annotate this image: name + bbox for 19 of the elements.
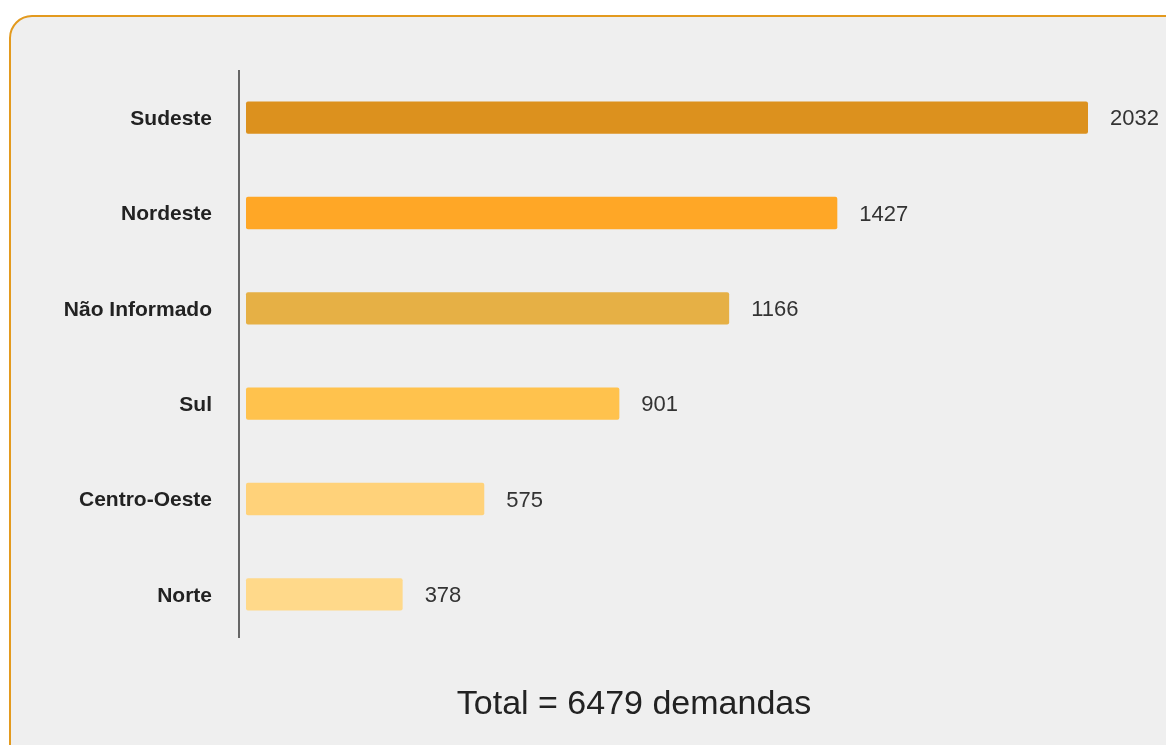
bar [246, 387, 620, 420]
data-label: 1427 [859, 200, 909, 226]
data-label: 575 [506, 486, 543, 512]
y-tick-label: Sul [179, 392, 212, 416]
y-tick-label: Centro-Oeste [78, 487, 212, 511]
bar [246, 578, 403, 611]
data-label: 2032 [1110, 105, 1159, 131]
text: Total = 6479 demandas [456, 682, 812, 721]
bar [246, 292, 730, 325]
bar [246, 101, 1088, 134]
y-tick-label: Nordeste [120, 201, 212, 225]
y-tick-label: Sudeste [130, 106, 212, 130]
y-tick-label: Não Informado [63, 296, 212, 320]
data-label: 378 [424, 582, 462, 608]
data-label: 1166 [751, 296, 799, 322]
bar [246, 482, 485, 516]
y-tick-label: Norte [157, 582, 212, 606]
data-label: 901 [641, 391, 679, 417]
bar [246, 196, 838, 230]
